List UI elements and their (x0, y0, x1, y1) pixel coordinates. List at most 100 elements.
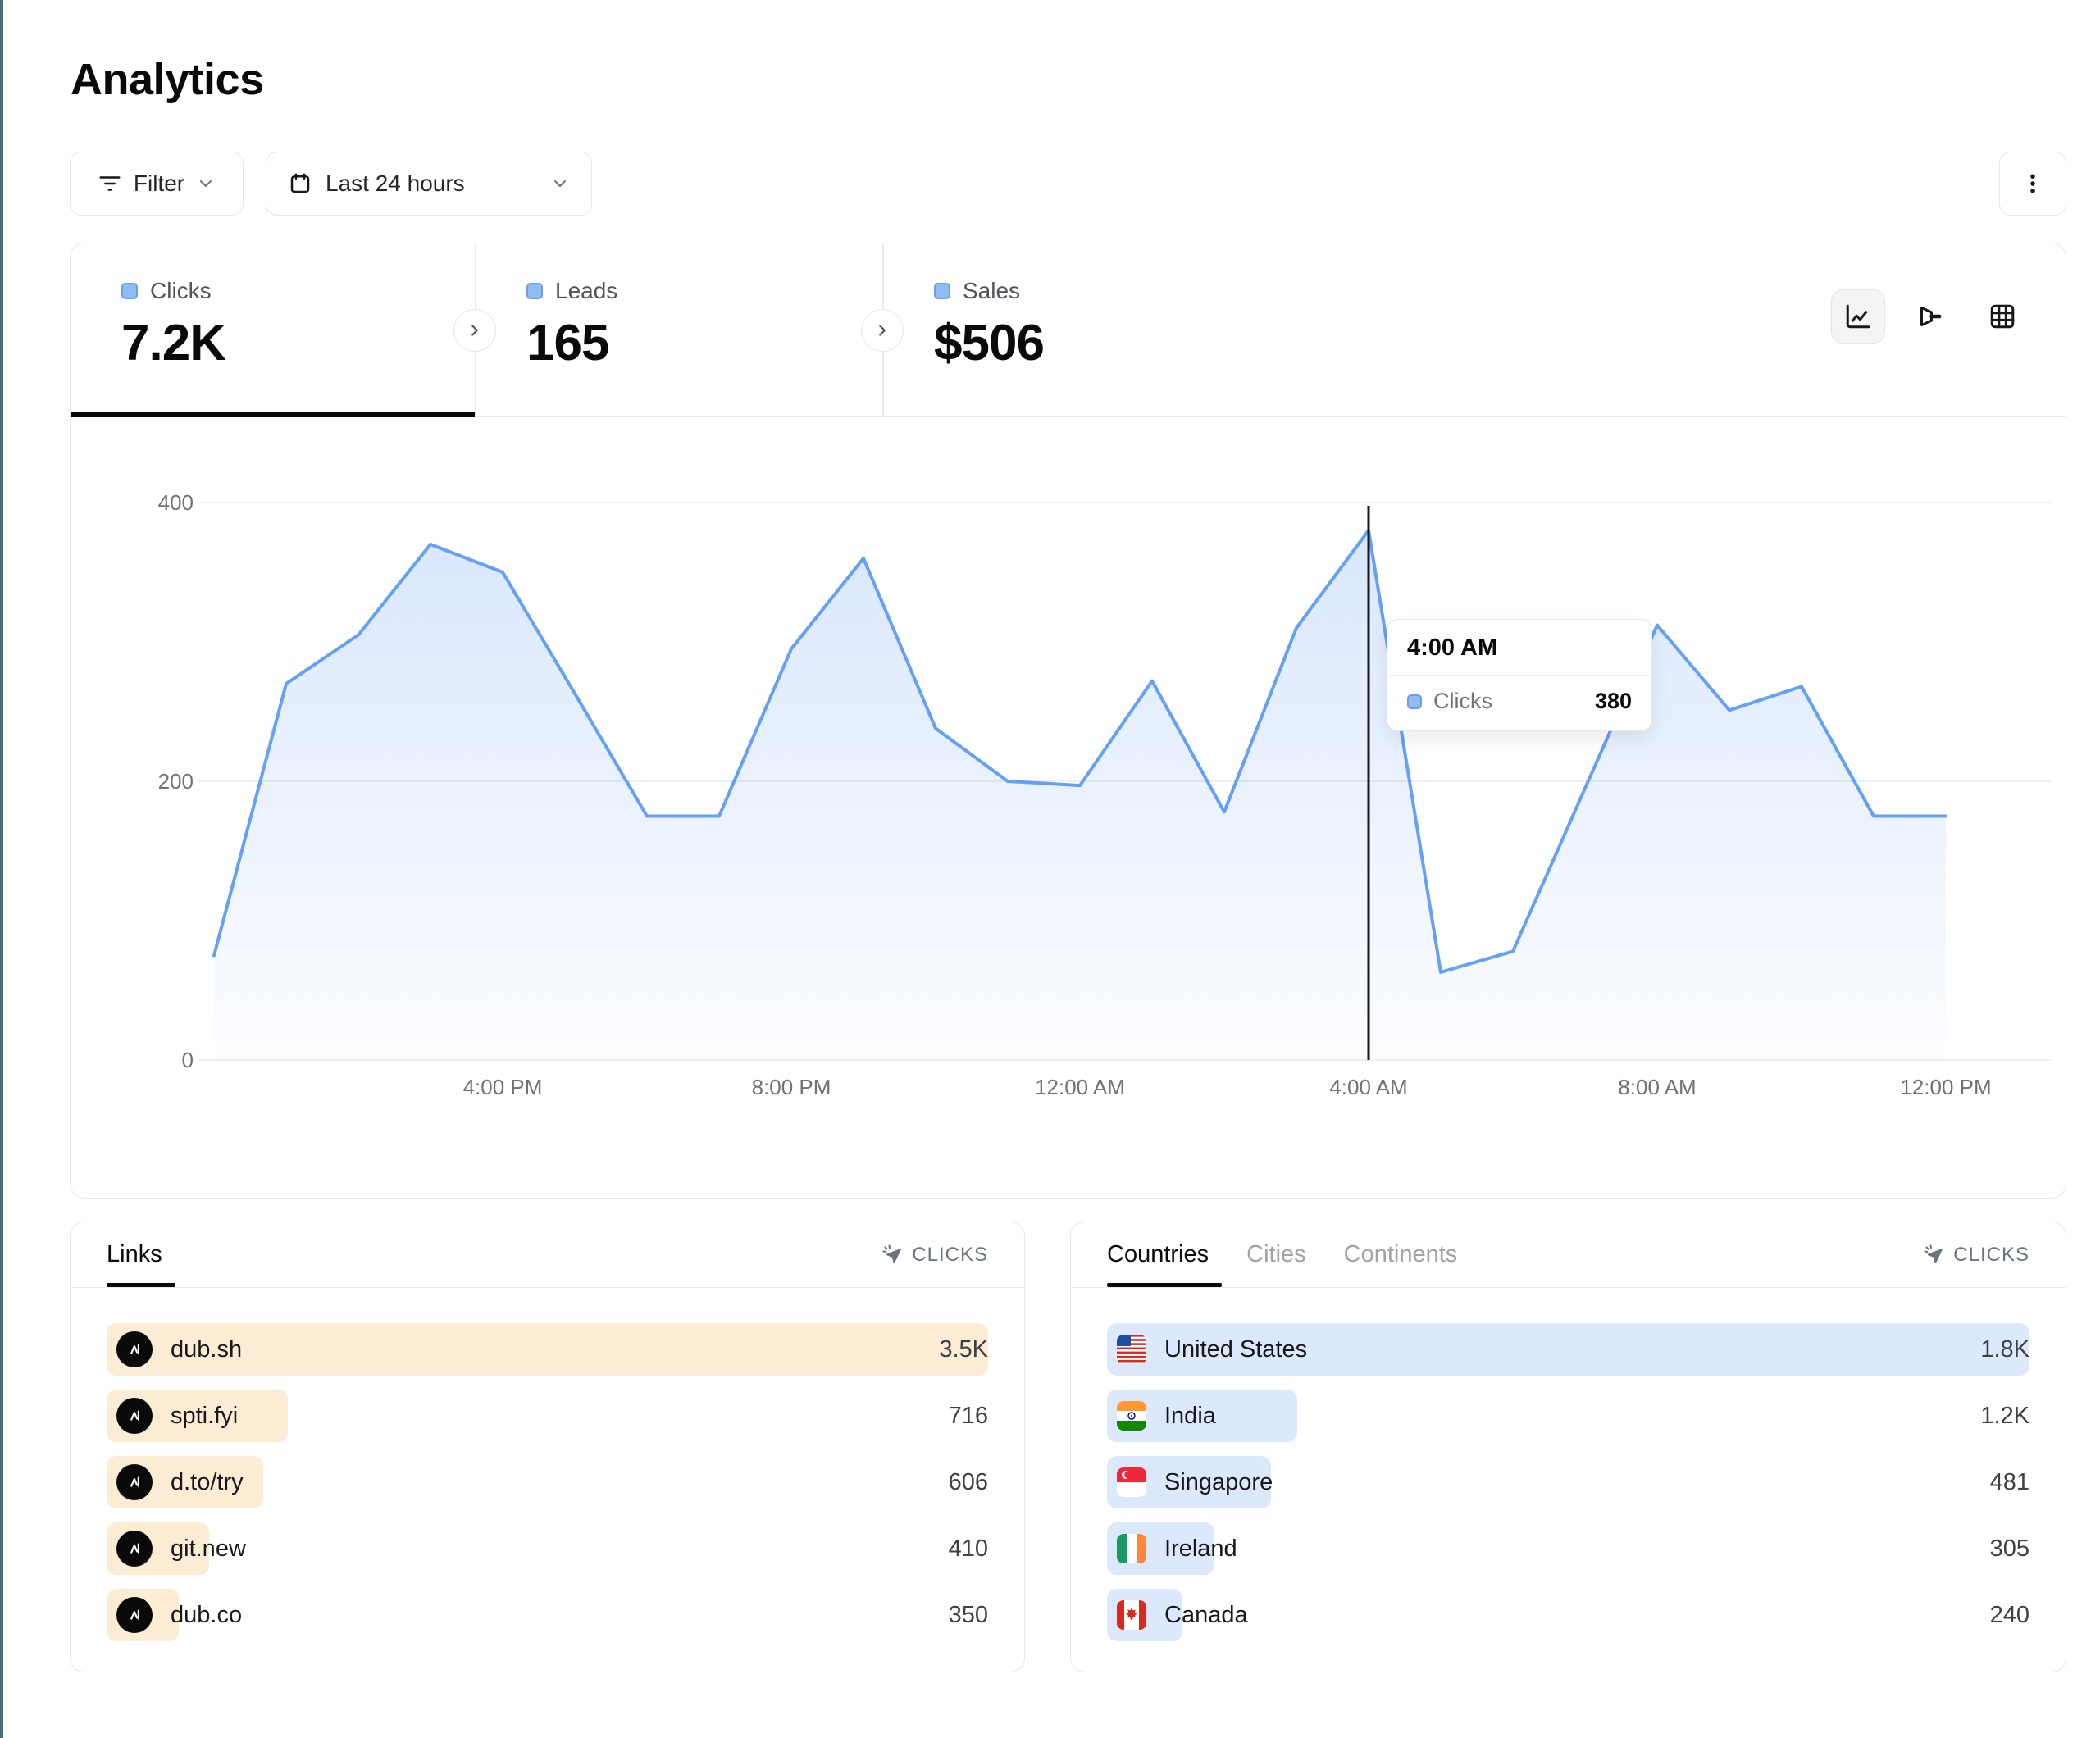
tab-continents[interactable]: Continents (1343, 1241, 1458, 1267)
kebab-menu-icon (2020, 171, 2045, 196)
row-value: 3.5K (939, 1335, 988, 1363)
line-chart-view-button[interactable] (1831, 289, 1885, 344)
row-value: 350 (948, 1601, 988, 1628)
table-view-button[interactable] (1975, 289, 2029, 344)
dub-logo-icon (116, 1331, 153, 1367)
filter-button[interactable]: Filter (70, 152, 244, 216)
grid-table-icon (1990, 304, 2015, 329)
x-axis-label: 8:00 PM (751, 1075, 831, 1099)
expand-clicks-chevron-button[interactable] (453, 309, 496, 352)
more-options-button[interactable] (1999, 152, 2066, 216)
x-axis-label: 12:00 PM (1900, 1075, 1992, 1099)
tab-leads[interactable]: Leads 165 (476, 243, 882, 417)
tab-sales[interactable]: Sales $506 (883, 243, 1293, 417)
chart-line (212, 529, 1947, 974)
tab-cities[interactable]: Cities (1246, 1241, 1306, 1267)
tab-links[interactable]: Links (107, 1241, 162, 1267)
row-content: dub.sh (107, 1331, 242, 1367)
funnel-view-button[interactable] (1903, 289, 1957, 344)
funnel-icon (1920, 307, 1942, 326)
row-label: Canada (1164, 1601, 1248, 1628)
row-content: United States (1107, 1335, 1307, 1364)
expand-leads-chevron-button[interactable] (861, 309, 904, 352)
x-axis-label: 12:00 AM (1035, 1075, 1125, 1099)
ca-flag-icon (1117, 1600, 1146, 1630)
in-flag-icon (1117, 1401, 1146, 1431)
clicks-legend-square (121, 283, 138, 299)
chevron-down-icon (196, 174, 216, 193)
chart-tooltip: 4:00 AM Clicks 380 (1387, 619, 1652, 731)
active-tab-underline (107, 1283, 175, 1287)
clicks-area-chart[interactable] (198, 489, 2051, 1063)
x-axis-label: 8:00 AM (1618, 1075, 1697, 1099)
links-rows: dub.sh 3.5K spti.fyi 716 d.to/try 606 git.new 4… (107, 1323, 988, 1641)
countries-rows: United States 1.8K India 1.2K Singapore 481 Ir… (1107, 1323, 2029, 1641)
row-label: Ireland (1164, 1535, 1237, 1562)
link-row[interactable]: git.new 410 (107, 1522, 988, 1575)
links-panel-header: Links CLICKS (71, 1222, 1024, 1288)
cursor-click-icon (1924, 1244, 1943, 1263)
analytics-chart-card: Clicks 7.2K Leads 165 Sales $506 (70, 243, 2066, 1199)
row-content: Canada (1107, 1600, 1248, 1630)
country-row[interactable]: Ireland 305 (1107, 1522, 2029, 1575)
metric-label: CLICKS (1953, 1243, 2029, 1266)
chart-area-fill (214, 530, 1946, 1060)
country-row[interactable]: United States 1.8K (1107, 1323, 2029, 1376)
dub-logo-icon (116, 1464, 153, 1500)
y-axis-label: 200 (157, 769, 194, 794)
stat-value: 165 (526, 315, 609, 371)
active-tab-underline (1107, 1283, 1222, 1287)
row-label: spti.fyi (171, 1402, 239, 1429)
country-row[interactable]: Singapore 481 (1107, 1456, 2029, 1508)
tooltip-divider (1387, 675, 1651, 676)
link-row[interactable]: dub.co 350 (107, 1589, 988, 1641)
tooltip-value: 380 (1594, 689, 1632, 713)
date-range-button[interactable]: Last 24 hours (266, 152, 592, 216)
row-value: 1.2K (1980, 1402, 2029, 1429)
row-label: git.new (171, 1535, 246, 1562)
row-value: 481 (1989, 1468, 2029, 1495)
x-axis-label: 4:00 AM (1329, 1075, 1408, 1099)
clicks-legend-square (1407, 694, 1422, 709)
link-row[interactable]: spti.fyi 716 (107, 1390, 988, 1442)
country-row[interactable]: Canada 240 (1107, 1589, 2029, 1641)
stat-label: Clicks (150, 278, 212, 303)
countries-panel-header: Countries Cities Continents CLICKS (1071, 1222, 2066, 1288)
row-value: 305 (1989, 1535, 2029, 1562)
row-value: 1.8K (1980, 1335, 2029, 1363)
row-value: 716 (948, 1402, 988, 1429)
active-tab-underline (71, 412, 475, 417)
stats-tabs-row: Clicks 7.2K Leads 165 Sales $506 (71, 243, 2066, 417)
link-row[interactable]: dub.sh 3.5K (107, 1323, 988, 1376)
stat-value: 7.2K (121, 315, 226, 371)
cursor-click-icon (882, 1244, 902, 1263)
tab-clicks[interactable]: Clicks 7.2K (71, 243, 475, 417)
calendar-icon (288, 171, 312, 196)
clicks-metric-header[interactable]: CLICKS (1923, 1244, 2029, 1267)
sg-flag-icon (1117, 1467, 1146, 1497)
row-content: India (1107, 1401, 1216, 1431)
x-axis-label: 4:00 PM (462, 1075, 543, 1099)
row-content: Ireland (1107, 1534, 1237, 1563)
countries-panel: Countries Cities Continents CLICKS Unite… (1070, 1222, 2066, 1672)
dub-logo-icon (116, 1531, 153, 1567)
row-label: United States (1164, 1335, 1308, 1363)
clicks-metric-header[interactable]: CLICKS (881, 1244, 988, 1267)
row-label: dub.co (171, 1601, 243, 1628)
chart-view-toggle (1831, 289, 2029, 344)
filter-button-label: Filter (133, 171, 185, 196)
link-row[interactable]: d.to/try 606 (107, 1456, 988, 1508)
row-value: 606 (948, 1468, 988, 1495)
chevron-right-icon (879, 325, 886, 336)
row-content: git.new (107, 1531, 246, 1567)
links-panel: Links CLICKS dub.sh 3.5K spti.fyi 716 d.to/t… (70, 1222, 1025, 1672)
metric-label: CLICKS (912, 1243, 988, 1266)
line-chart-icon (1846, 304, 1870, 329)
row-label: dub.sh (171, 1335, 243, 1363)
stat-label: Leads (555, 278, 618, 303)
country-row[interactable]: India 1.2K (1107, 1390, 2029, 1442)
tab-countries[interactable]: Countries (1107, 1241, 1209, 1267)
chevron-right-icon (471, 325, 478, 336)
y-axis-label: 0 (181, 1048, 194, 1072)
value-bar (107, 1323, 988, 1376)
